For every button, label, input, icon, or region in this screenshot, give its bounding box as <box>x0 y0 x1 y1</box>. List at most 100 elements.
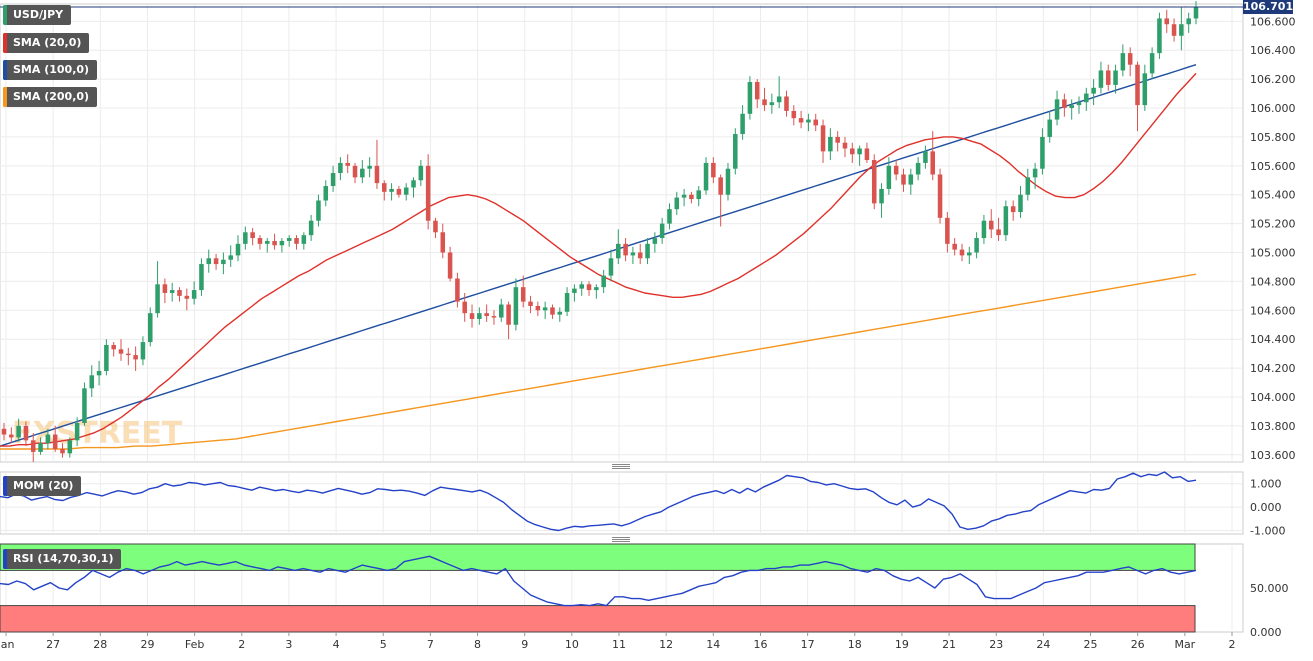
legend-color-marker <box>3 476 7 496</box>
y-tick-label: 50.000 <box>1250 582 1289 595</box>
candle-bear <box>945 212 950 253</box>
candle-bull <box>74 417 80 447</box>
legend-sma200[interactable]: SMA (200,0) <box>3 87 98 107</box>
candle-bull <box>974 232 979 259</box>
y-tick-label: 104.000 <box>1250 391 1296 404</box>
candle-bull <box>89 365 95 397</box>
candle-bear <box>250 227 255 246</box>
candle-bull <box>652 232 658 253</box>
candle-bull <box>1047 110 1053 143</box>
sma100-line <box>0 64 1197 447</box>
candle-bull <box>908 168 914 195</box>
x-tick-label: 26 <box>1131 638 1145 651</box>
candle-bull <box>1084 87 1089 111</box>
legend-sma100[interactable]: SMA (100,0) <box>3 60 98 80</box>
candle-bull <box>513 278 519 331</box>
y-tick-label: 104.200 <box>1250 362 1296 375</box>
candle-bull <box>630 246 636 265</box>
candle-bear <box>784 90 789 117</box>
candle-bear <box>257 235 263 250</box>
y-axis: 103.600 103.800 104.000 104.200 104.400 104.6… <box>1250 15 1296 639</box>
candle-bull <box>923 145 928 169</box>
y-tick-label: 106.200 <box>1250 73 1296 86</box>
candle-bear <box>133 346 138 371</box>
candle-bear <box>440 223 446 259</box>
candle-bull <box>1193 1 1199 25</box>
candle-bull <box>411 177 416 198</box>
candle-bear <box>842 136 848 158</box>
candle-bear <box>491 310 497 325</box>
x-tick-label: 21 <box>942 638 956 651</box>
indicator-lines <box>0 471 1197 607</box>
candle-bear <box>506 301 511 340</box>
legend-sma20[interactable]: SMA (20,0) <box>3 33 90 53</box>
legend-price[interactable]: USD/JPY <box>3 5 72 25</box>
candle-bear <box>23 421 29 447</box>
candle-bull <box>557 307 563 322</box>
candle-bull <box>667 203 672 230</box>
candle-bear <box>294 235 299 250</box>
x-tick-label: 4 <box>333 638 340 651</box>
rsi-overbought-zone <box>0 543 1196 571</box>
candle-bull <box>1069 99 1074 120</box>
candle-bull <box>323 180 329 207</box>
candle-bear <box>1135 61 1140 132</box>
x-tick-label: 23 <box>989 638 1003 651</box>
candle-bull <box>659 217 665 244</box>
x-tick-label: 14 <box>706 638 720 651</box>
candle-bull <box>1025 168 1031 201</box>
candle-bull <box>221 252 226 275</box>
candle-bear <box>791 105 797 126</box>
candle-bull <box>1120 44 1126 77</box>
candle-bear <box>469 304 475 328</box>
candle-bull <box>235 235 241 262</box>
candle-bear <box>162 278 168 304</box>
candle-bull <box>564 287 570 317</box>
candle-bear <box>623 238 628 262</box>
panel-splitter-2[interactable] <box>612 537 630 542</box>
candle-bull <box>879 183 884 218</box>
x-tick-label: 25 <box>1084 638 1098 651</box>
legend-price-label: USD/JPY <box>13 8 64 21</box>
y-tick-label: 105.400 <box>1250 189 1296 202</box>
y-tick-label: 104.600 <box>1250 304 1296 317</box>
candle-bull <box>206 249 212 273</box>
panel-splitter-1[interactable] <box>612 464 630 469</box>
x-axis: Jan272829Feb2345789101112141617181921232… <box>0 632 1236 651</box>
candle-bear <box>520 275 526 308</box>
candle-bull <box>740 105 745 140</box>
candle-bear <box>762 87 767 111</box>
candle-bear <box>1171 18 1177 42</box>
candle-bull <box>367 157 372 178</box>
candle-bear <box>1127 47 1133 77</box>
candle-bull <box>1113 64 1118 94</box>
sma20-line <box>0 72 1197 447</box>
x-tick-label: 2 <box>1229 638 1236 651</box>
candle-bear <box>213 253 219 270</box>
legend-rsi[interactable]: RSI (14,70,30,1) <box>3 549 122 569</box>
y-tick-label: 103.800 <box>1250 420 1296 433</box>
candle-bull <box>806 113 811 132</box>
x-tick-label: 18 <box>848 638 862 651</box>
candle-bear <box>382 180 387 201</box>
candle-bear <box>937 168 943 224</box>
candle-bull <box>579 281 584 296</box>
candle-bull <box>228 245 233 267</box>
candle-bull <box>264 238 270 253</box>
candle-bear <box>893 160 899 181</box>
legend-mom[interactable]: MOM (20) <box>3 476 82 496</box>
candle-bull <box>681 188 687 207</box>
candle-bull <box>725 162 731 201</box>
candle-bull <box>1142 64 1148 111</box>
x-tick-label: 3 <box>285 638 292 651</box>
candle-bear <box>352 162 358 184</box>
candle-bear <box>528 295 533 314</box>
candle-bear <box>484 304 489 322</box>
candle-bear <box>711 157 716 184</box>
candle-bear <box>184 288 190 311</box>
candle-bear <box>462 292 467 322</box>
candle-bear <box>396 186 402 198</box>
candle-bull <box>16 418 21 442</box>
candle-bull <box>1149 47 1155 80</box>
candle-bear <box>930 131 936 181</box>
